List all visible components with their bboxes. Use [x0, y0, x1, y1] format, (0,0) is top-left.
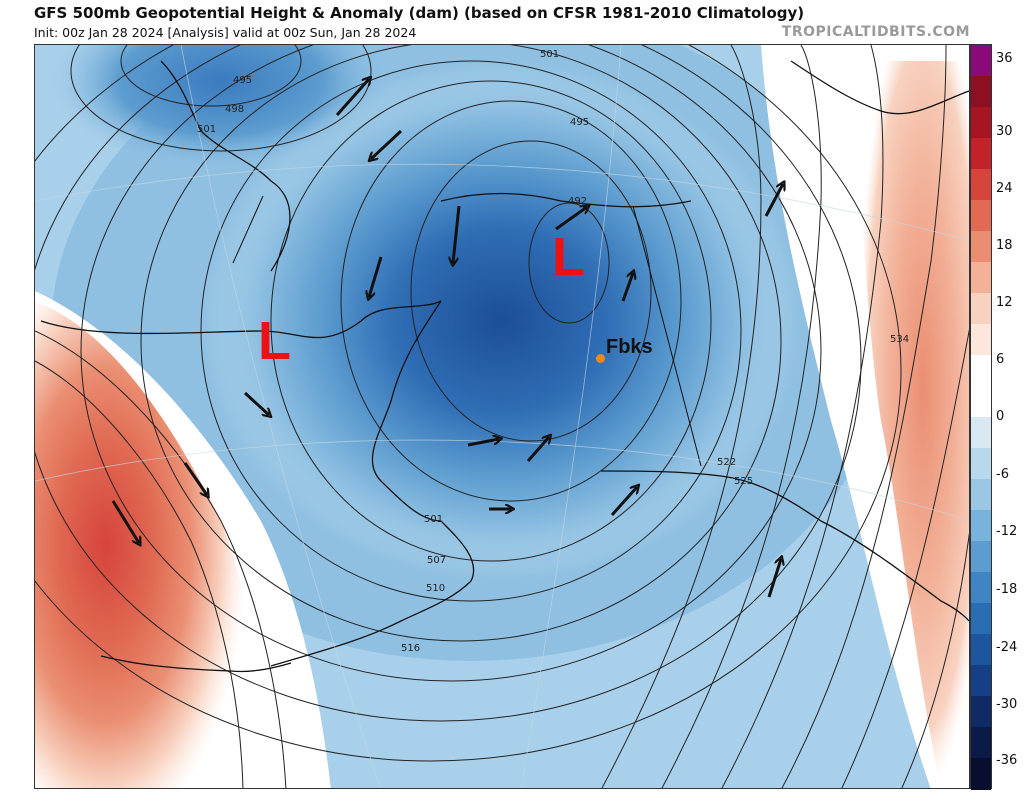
- colorbar-segment: [971, 572, 991, 603]
- colorbar-segment: [971, 324, 991, 355]
- colorbar-segment: [971, 665, 991, 696]
- contour-label: 495: [570, 117, 589, 128]
- source-credit: TROPICALTIDBITS.COM: [781, 24, 970, 40]
- contour-label: 510: [426, 583, 445, 594]
- flow-arrow: [111, 500, 139, 543]
- contour-label: 501: [197, 124, 216, 135]
- colorbar-segment: [971, 200, 991, 231]
- colorbar-tick: 0: [996, 409, 1005, 424]
- flow-arrow: [526, 437, 549, 462]
- colorbar-segment: [971, 262, 991, 293]
- flow-arrow: [243, 391, 269, 415]
- contour-labels: 495 498 501 501 495 492 501 507 510 516 …: [197, 49, 909, 654]
- colorbar-segment: [971, 417, 991, 448]
- flow-arrow: [183, 462, 207, 495]
- low-pressure-marker: L: [552, 227, 585, 287]
- colorbar-segment: [971, 231, 991, 262]
- colorbar-tick: -30: [996, 697, 1018, 712]
- flow-arrow: [610, 487, 637, 516]
- contour-label: 507: [427, 555, 446, 566]
- colorbar: [970, 44, 992, 790]
- colorbar-tick: -36: [996, 753, 1018, 768]
- colorbar-segment: [971, 107, 991, 138]
- contour-label: 492: [568, 196, 587, 207]
- colorbar-segment: [971, 169, 991, 200]
- colorbar-segment: [971, 355, 991, 386]
- colorbar-tick: -12: [996, 524, 1018, 539]
- page-title: GFS 500mb Geopotential Height & Anomaly …: [34, 4, 805, 22]
- colorbar-segment: [971, 45, 991, 76]
- flow-arrow: [453, 205, 461, 263]
- colorbar-segment: [971, 386, 991, 417]
- flow-arrows: [111, 79, 783, 598]
- flow-arrow: [555, 207, 587, 231]
- fairbanks-label: Fbks: [606, 336, 653, 358]
- flow-arrow: [767, 559, 781, 598]
- flow-arrow: [764, 184, 783, 217]
- colorbar-segment: [971, 727, 991, 758]
- contour-label: 534: [890, 334, 909, 345]
- colorbar-segment: [971, 76, 991, 107]
- contour-label: 525: [734, 476, 753, 487]
- colorbar-segment: [971, 510, 991, 541]
- contour-label: 495: [233, 75, 252, 86]
- colorbar-tick: 6: [996, 352, 1005, 367]
- colorbar-tick: -18: [996, 582, 1018, 597]
- contour-label: 501: [540, 49, 559, 60]
- height-contours: [35, 45, 969, 788]
- colorbar-segment: [971, 479, 991, 510]
- flow-arrow: [335, 79, 369, 116]
- colorbar-segment: [971, 758, 991, 790]
- valid-time: Init: 00z Jan 28 2024 [Analysis] valid a…: [34, 25, 417, 40]
- coastlines: [40, 60, 969, 673]
- colorbar-tick: -6: [996, 467, 1009, 482]
- boundary-lines: [232, 195, 702, 467]
- colorbar-segment: [971, 696, 991, 727]
- colorbar-segment: [971, 603, 991, 634]
- flow-arrow: [467, 439, 499, 447]
- contour-label: 522: [717, 457, 736, 468]
- colorbar-tick: 12: [996, 295, 1013, 310]
- colorbar-segment: [971, 448, 991, 479]
- colorbar-segment: [971, 138, 991, 169]
- anomaly-core-negative: [201, 61, 801, 581]
- colorbar-tick: 36: [996, 51, 1013, 66]
- colorbar-tick: 24: [996, 181, 1013, 196]
- colorbar-tick: -24: [996, 640, 1018, 655]
- flow-arrow: [369, 256, 383, 297]
- colorbar-tick: 18: [996, 238, 1013, 253]
- colorbar-segment: [971, 541, 991, 572]
- contour-label: 501: [424, 514, 443, 525]
- low-pressure-marker: L: [258, 311, 291, 371]
- colorbar-tick: 30: [996, 124, 1013, 139]
- anomaly-map: 495 498 501 501 495 492 501 507 510 516 …: [35, 45, 969, 788]
- flow-arrow: [621, 273, 633, 302]
- flow-arrow: [371, 129, 403, 159]
- contour-label: 516: [401, 643, 420, 654]
- contour-label: 498: [225, 104, 244, 115]
- colorbar-segment: [971, 634, 991, 665]
- colorbar-segment: [971, 293, 991, 324]
- anomaly-positive-east: [851, 61, 969, 788]
- map-panel[interactable]: 495 498 501 501 495 492 501 507 510 516 …: [34, 44, 970, 789]
- anomaly-positive-west: [35, 301, 271, 788]
- fairbanks-marker: [596, 354, 605, 363]
